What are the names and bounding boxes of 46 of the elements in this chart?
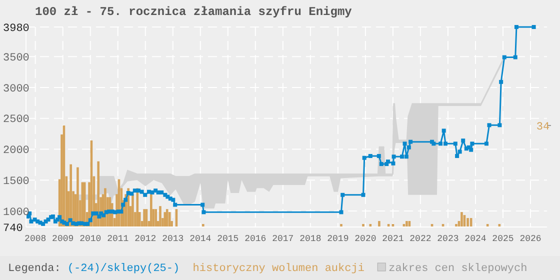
x-tick-label: 2024 — [464, 234, 486, 244]
legend-label: zakres cen sklepowych — [388, 263, 528, 275]
y-tick-label: 3500 — [3, 52, 30, 64]
x-tick-label: 2010 — [80, 234, 102, 244]
bar — [143, 209, 146, 227]
x-tick-label: 2025 — [492, 234, 514, 244]
bar — [166, 209, 168, 227]
chart-title: 100 zł - 75. rocznica złamania szyfru Enigmy — [35, 5, 352, 19]
x-tick-label: 2012 — [134, 234, 156, 244]
bar — [70, 164, 72, 227]
x-tick-label: 2018 — [300, 234, 322, 244]
x-tick-label: 2019 — [327, 234, 349, 244]
x-tick-label: 2011 — [107, 234, 129, 244]
bar — [340, 224, 342, 227]
y-tick-label: 1500 — [3, 176, 30, 188]
bar — [460, 212, 463, 227]
x-tick-label: 2015 — [217, 234, 239, 244]
bar — [362, 224, 364, 227]
x-tick-label: 2026 — [520, 234, 542, 244]
bar — [466, 218, 469, 227]
x-tick-label: 2020 — [354, 234, 376, 244]
x-tick-label: 2014 — [190, 234, 212, 244]
bar — [455, 224, 458, 227]
x-tick-label: 2022 — [410, 234, 432, 244]
x-tick-label: 2016 — [244, 234, 266, 244]
y-tick-label: 1000 — [3, 206, 30, 219]
y-tick-label: 3000 — [3, 83, 30, 96]
bar — [159, 206, 162, 227]
legend-title: Legenda: — [8, 263, 61, 275]
y-tick-label: 2500 — [3, 114, 30, 126]
x-tick-label: 2021 — [382, 234, 404, 244]
bar — [378, 221, 380, 227]
bar — [406, 221, 408, 227]
text: (-24)/sklepy(25-) — [67, 263, 180, 275]
x-tick-label: 2013 — [162, 234, 184, 244]
x-tick-label: 2017 — [272, 234, 294, 244]
y-tick-label: 2000 — [3, 145, 30, 158]
x-tick-label: 2023 — [437, 234, 459, 244]
y-tick-label: 740 — [3, 222, 23, 235]
x-tick-label: 2008 — [24, 234, 46, 244]
x-tick-label: 2009 — [52, 234, 74, 244]
y2-tick-label: 34 — [536, 121, 550, 134]
y-tick-label: 3980 — [3, 22, 30, 35]
bar — [154, 209, 157, 227]
text: historyczny wolumen aukcji — [192, 263, 365, 275]
bar — [202, 224, 204, 227]
